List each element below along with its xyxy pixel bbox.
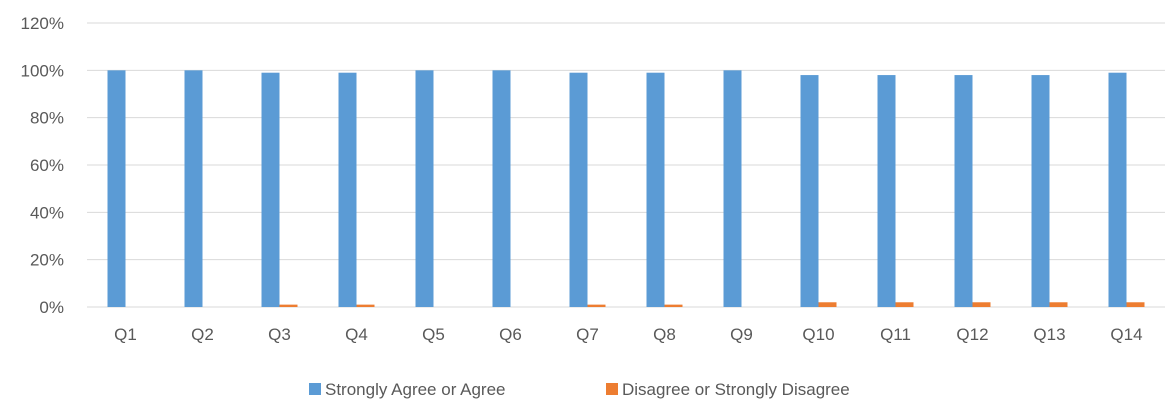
bar-q3-series-2 bbox=[279, 304, 298, 307]
y-tick-label: 40% bbox=[30, 203, 64, 222]
bar-q4-series-1 bbox=[338, 72, 357, 307]
x-tick-label: Q6 bbox=[499, 325, 522, 344]
x-tick-label: Q7 bbox=[576, 325, 599, 344]
legend-swatch-series-1 bbox=[309, 383, 321, 395]
x-tick-label: Q14 bbox=[1110, 325, 1142, 344]
x-tick-label: Q5 bbox=[422, 325, 445, 344]
x-axis-tick-labels: Q1 Q2 Q3 Q4 Q5 Q6 Q7 Q8 Q9 Q10 Q11 Q12 Q13 Q14 bbox=[114, 325, 1142, 344]
x-tick-label: Q12 bbox=[956, 325, 988, 344]
x-tick-label: Q8 bbox=[653, 325, 676, 344]
bar-q14-series-1 bbox=[1108, 72, 1127, 307]
bars bbox=[107, 70, 1145, 307]
bar-q3-series-1 bbox=[261, 72, 280, 307]
x-tick-label: Q11 bbox=[880, 325, 911, 344]
legend-label-series-1: Strongly Agree or Agree bbox=[325, 380, 506, 399]
x-tick-label: Q3 bbox=[268, 325, 291, 344]
x-tick-label: Q13 bbox=[1033, 325, 1065, 344]
gridlines bbox=[87, 22, 1165, 308]
y-tick-label: 120% bbox=[21, 14, 64, 33]
bar-q13-series-1 bbox=[1031, 75, 1050, 307]
bar-q10-series-2 bbox=[818, 302, 837, 307]
bar-q1-series-1 bbox=[107, 70, 126, 307]
bar-q5-series-1 bbox=[415, 70, 434, 307]
bar-q2-series-1 bbox=[184, 70, 203, 307]
bar-q13-series-2 bbox=[1049, 302, 1068, 307]
y-tick-label: 60% bbox=[30, 156, 64, 175]
bar-q14-series-2 bbox=[1126, 302, 1145, 307]
bar-q12-series-1 bbox=[954, 75, 973, 307]
x-tick-label: Q9 bbox=[730, 325, 753, 344]
y-tick-label: 80% bbox=[30, 109, 64, 128]
bar-q11-series-2 bbox=[895, 302, 914, 307]
bar-q11-series-1 bbox=[877, 75, 896, 307]
x-tick-label: Q2 bbox=[191, 325, 214, 344]
x-tick-label: Q4 bbox=[345, 325, 368, 344]
legend-swatch-series-2 bbox=[606, 383, 618, 395]
bar-q8-series-2 bbox=[664, 304, 683, 307]
legend-label-series-2: Disagree or Strongly Disagree bbox=[622, 380, 850, 399]
y-axis-tick-labels: 0% 20% 40% 60% 80% 100% 120% bbox=[21, 14, 64, 317]
bar-q12-series-2 bbox=[972, 302, 991, 307]
bar-q10-series-1 bbox=[800, 75, 819, 307]
y-tick-label: 100% bbox=[21, 61, 64, 80]
bar-q7-series-1 bbox=[569, 72, 588, 307]
x-tick-label: Q10 bbox=[802, 325, 834, 344]
x-tick-label: Q1 bbox=[114, 325, 137, 344]
bar-q4-series-2 bbox=[356, 304, 375, 307]
bar-q7-series-2 bbox=[587, 304, 606, 307]
bar-q6-series-1 bbox=[492, 70, 511, 307]
bar-q9-series-1 bbox=[723, 70, 742, 307]
y-tick-label: 20% bbox=[30, 251, 64, 270]
y-tick-label: 0% bbox=[39, 298, 64, 317]
bar-q8-series-1 bbox=[646, 72, 665, 307]
legend: Strongly Agree or Agree Disagree or Stron… bbox=[309, 380, 850, 399]
